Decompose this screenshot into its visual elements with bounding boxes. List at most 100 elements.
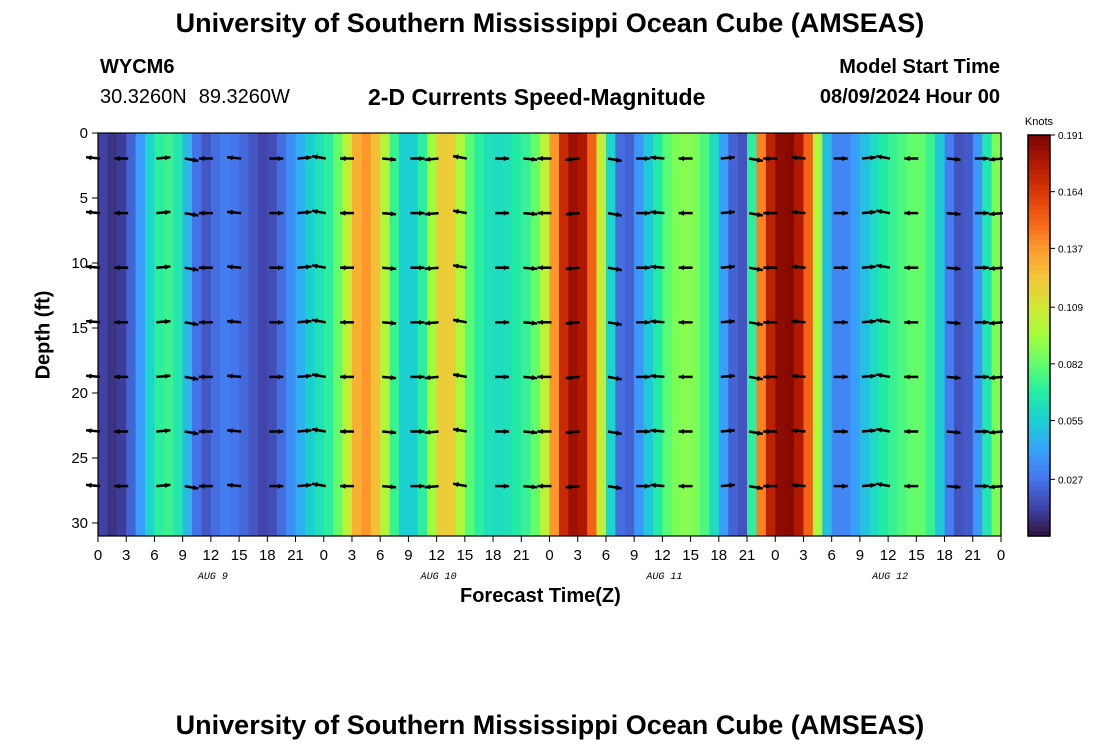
heatmap-cell bbox=[558, 133, 569, 536]
current-vector-arrow bbox=[904, 265, 919, 271]
heatmap-cell bbox=[841, 133, 852, 536]
current-vector-arrow bbox=[269, 319, 284, 325]
current-vector-arrow bbox=[311, 427, 327, 433]
current-vector-arrow bbox=[861, 428, 877, 434]
colorbar-tick-label: 0.191 bbox=[1058, 131, 1083, 142]
date-label: AUG 9 bbox=[197, 572, 228, 583]
current-vector-arrow bbox=[748, 211, 764, 218]
heatmap-cell bbox=[399, 133, 410, 536]
heatmap-cell bbox=[718, 133, 729, 536]
current-vector-arrow bbox=[184, 430, 199, 436]
x-tick-label: 6 bbox=[376, 547, 384, 564]
heatmap-cell bbox=[831, 133, 842, 536]
colorbar-segment bbox=[1028, 250, 1050, 256]
current-vector-arrow bbox=[565, 375, 580, 381]
heatmap-cell bbox=[239, 133, 250, 536]
current-vector-arrow bbox=[861, 373, 877, 379]
current-vector-arrow bbox=[861, 209, 877, 215]
current-vector-arrow bbox=[382, 429, 397, 435]
colorbar-segment bbox=[1028, 410, 1050, 417]
x-tick-label: 15 bbox=[682, 547, 699, 564]
current-vector-arrow bbox=[340, 210, 354, 216]
heatmap-cell bbox=[380, 133, 391, 536]
current-vector-arrow bbox=[876, 154, 891, 160]
current-vector-arrow bbox=[974, 374, 989, 380]
colorbar-segment bbox=[1028, 220, 1050, 226]
current-vector-arrow bbox=[424, 429, 439, 435]
current-vector-arrow bbox=[452, 318, 468, 324]
colorbar-segment bbox=[1028, 480, 1050, 487]
current-vector-arrow bbox=[607, 484, 622, 491]
current-vector-arrow bbox=[297, 264, 312, 270]
current-vector-arrow bbox=[226, 209, 242, 215]
heatmap-cell bbox=[587, 133, 598, 536]
current-vector-arrow bbox=[424, 265, 439, 271]
model-start-label: Model Start Time bbox=[839, 56, 1000, 78]
current-vector-arrow bbox=[904, 319, 919, 325]
current-vector-arrow bbox=[114, 155, 129, 162]
current-vector-arrow bbox=[495, 265, 510, 271]
x-tick-label: 0 bbox=[320, 547, 328, 564]
colorbar-segment bbox=[1028, 360, 1050, 367]
current-vector-arrow bbox=[382, 156, 397, 162]
current-vector-arrow bbox=[974, 210, 989, 216]
current-vector-arrow bbox=[946, 484, 961, 490]
current-vector-arrow bbox=[650, 209, 665, 215]
current-vector-arrow bbox=[424, 211, 439, 217]
x-axis: 0 3 6 9 12 15 18 21 0 3 6 9 12 15 18 21 0 3 6 9 12 15 18 21 0 3 6 9… bbox=[94, 536, 1005, 583]
colorbar-segment bbox=[1028, 350, 1050, 357]
heatmap-cell bbox=[502, 133, 513, 536]
current-vector-arrow bbox=[636, 210, 651, 216]
current-vector-arrow bbox=[565, 429, 580, 435]
colorbar-title: Knots bbox=[1025, 116, 1054, 128]
colorbar: Knots 0.191 0.164 0.137 0.109 0.082 0.055 0.027 bbox=[1025, 116, 1083, 537]
current-vector-arrow bbox=[523, 265, 538, 271]
heatmap-cell bbox=[662, 133, 673, 536]
current-vector-arrow bbox=[791, 319, 806, 325]
current-vector-arrow bbox=[678, 210, 693, 216]
current-vector-arrow bbox=[424, 320, 439, 326]
current-vector-arrow bbox=[297, 155, 312, 161]
colorbar-segment bbox=[1028, 355, 1050, 362]
colorbar-segment bbox=[1028, 310, 1050, 317]
longitude: 89.3260W bbox=[198, 86, 290, 108]
colorbar-segment bbox=[1028, 255, 1050, 261]
current-vector-arrow bbox=[226, 155, 242, 161]
current-vector-arrow bbox=[678, 374, 693, 380]
current-vector-arrow bbox=[607, 211, 622, 218]
current-vector-arrow bbox=[424, 375, 439, 381]
colorbar-segment bbox=[1028, 370, 1050, 377]
current-vector-arrow bbox=[791, 373, 806, 379]
current-vector-arrow bbox=[678, 265, 693, 271]
current-vector-arrow bbox=[311, 372, 327, 379]
heatmap-cell bbox=[248, 133, 259, 536]
colorbar-segment bbox=[1028, 365, 1050, 372]
current-vector-arrow bbox=[861, 482, 877, 488]
current-vector-arrow bbox=[340, 428, 354, 435]
current-vector-arrow bbox=[114, 265, 129, 271]
current-vector-arrow bbox=[607, 321, 622, 327]
current-vector-arrow bbox=[748, 375, 764, 381]
current-vector-arrow bbox=[523, 429, 538, 435]
colorbar-segment bbox=[1028, 520, 1050, 527]
current-vector-arrow bbox=[636, 265, 651, 271]
colorbar-segment bbox=[1028, 265, 1050, 271]
current-vector-arrow bbox=[720, 319, 735, 325]
x-tick-label: 21 bbox=[964, 547, 981, 564]
colorbar-segment bbox=[1028, 280, 1050, 286]
colorbar-segment bbox=[1028, 495, 1050, 502]
current-vector-arrow bbox=[946, 156, 961, 162]
current-vector-arrow bbox=[269, 374, 284, 380]
colorbar-segment bbox=[1028, 315, 1050, 322]
current-vector-arrow bbox=[876, 482, 891, 488]
x-tick-label: 9 bbox=[178, 547, 186, 564]
colorbar-segment bbox=[1028, 155, 1050, 161]
current-vector-arrow bbox=[410, 374, 425, 380]
current-vector-arrow bbox=[565, 211, 580, 217]
current-vector-arrow bbox=[720, 428, 735, 434]
current-vector-arrow bbox=[946, 265, 961, 271]
heatmap-cell bbox=[455, 133, 466, 536]
current-vector-arrow bbox=[565, 484, 580, 490]
x-tick-label: 15 bbox=[231, 547, 248, 564]
current-vector-arrow bbox=[114, 210, 129, 216]
